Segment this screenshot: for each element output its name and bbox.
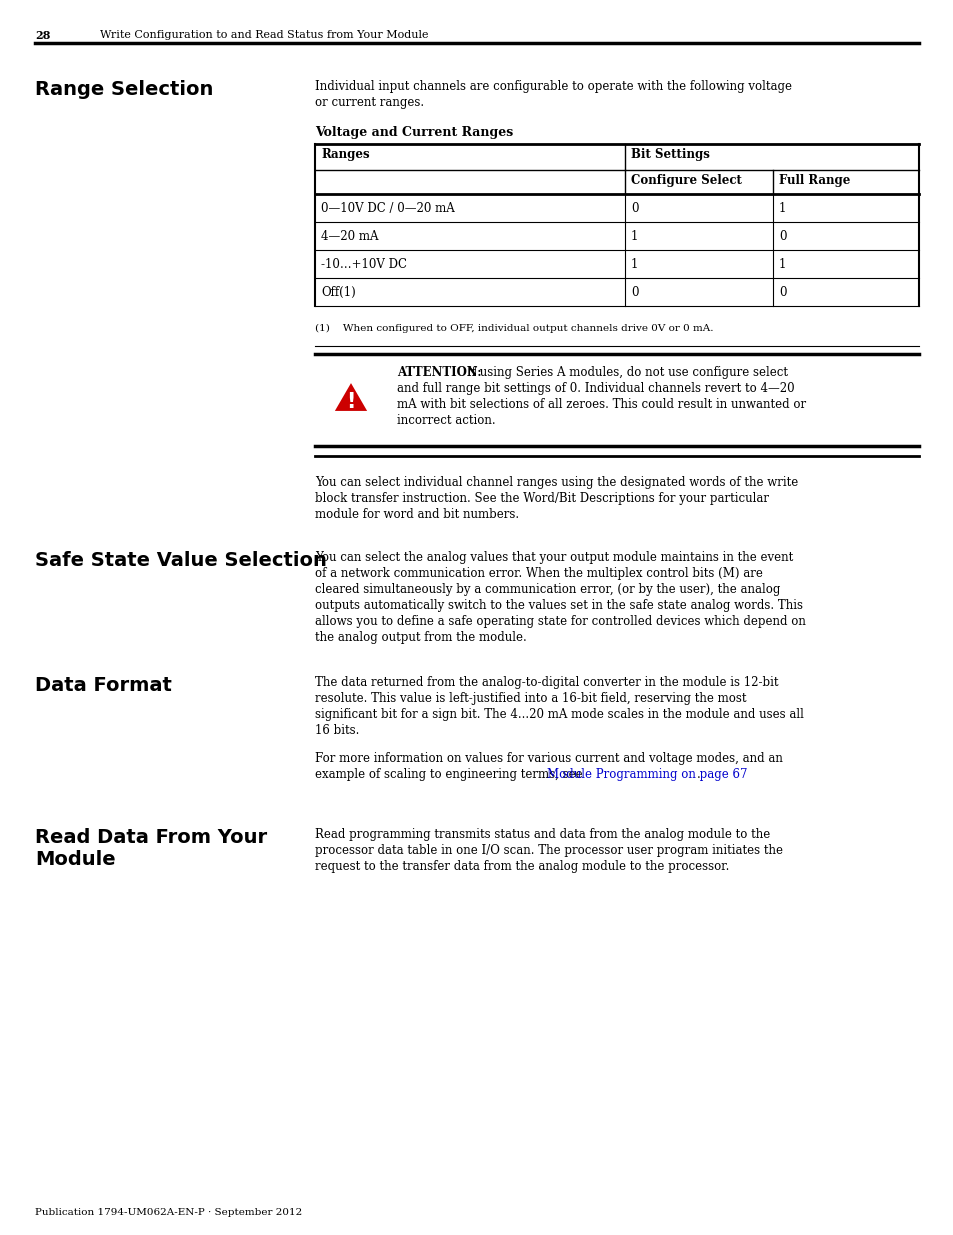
Text: the analog output from the module.: the analog output from the module. [314,631,526,643]
Text: and full range bit settings of 0. Individual channels revert to 4—20: and full range bit settings of 0. Indivi… [396,382,794,395]
Text: or current ranges.: or current ranges. [314,96,424,109]
Text: allows you to define a safe operating state for controlled devices which depend : allows you to define a safe operating st… [314,615,805,629]
Text: 4—20 mA: 4—20 mA [320,230,378,243]
Text: 0: 0 [630,287,638,299]
Text: Bit Settings: Bit Settings [630,148,709,161]
Text: ATTENTION:: ATTENTION: [396,366,481,379]
Text: 28: 28 [35,30,51,41]
Text: example of scaling to engineering terms, see: example of scaling to engineering terms,… [314,768,586,781]
Text: Write Configuration to and Read Status from Your Module: Write Configuration to and Read Status f… [100,30,428,40]
Text: For more information on values for various current and voltage modes, and an: For more information on values for vario… [314,752,782,764]
Text: 0: 0 [779,230,785,243]
Text: 0—10V DC / 0—20 mA: 0—10V DC / 0—20 mA [320,203,455,215]
Text: Module Programming on page 67: Module Programming on page 67 [546,768,747,781]
Text: (1)    When configured to OFF, individual output channels drive 0V or 0 mA.: (1) When configured to OFF, individual o… [314,324,713,333]
Text: module for word and bit numbers.: module for word and bit numbers. [314,508,518,521]
Text: Configure Select: Configure Select [630,174,741,186]
Text: Read Data From Your: Read Data From Your [35,827,267,847]
Text: significant bit for a sign bit. The 4...20 mA mode scales in the module and uses: significant bit for a sign bit. The 4...… [314,708,803,721]
Text: .: . [697,768,700,781]
Text: 0: 0 [630,203,638,215]
Text: outputs automatically switch to the values set in the safe state analog words. T: outputs automatically switch to the valu… [314,599,802,613]
Text: Full Range: Full Range [779,174,849,186]
Text: 0: 0 [779,287,785,299]
Text: Read programming transmits status and data from the analog module to the: Read programming transmits status and da… [314,827,769,841]
Text: Range Selection: Range Selection [35,80,213,99]
Text: You can select the analog values that your output module maintains in the event: You can select the analog values that yo… [314,551,792,564]
Text: Ranges: Ranges [320,148,369,161]
Text: Voltage and Current Ranges: Voltage and Current Ranges [314,126,513,140]
Text: request to the transfer data from the analog module to the processor.: request to the transfer data from the an… [314,860,729,873]
Polygon shape [335,383,367,411]
Text: 16 bits.: 16 bits. [314,724,359,737]
Text: 1: 1 [630,258,638,270]
Text: The data returned from the analog-to-digital converter in the module is 12-bit: The data returned from the analog-to-dig… [314,676,778,689]
Text: Data Format: Data Format [35,676,172,695]
Text: -10…+10V DC: -10…+10V DC [320,258,407,270]
Text: If using Series A modules, do not use configure select: If using Series A modules, do not use co… [467,366,787,379]
Text: Off(1): Off(1) [320,287,355,299]
Text: You can select individual channel ranges using the designated words of the write: You can select individual channel ranges… [314,475,798,489]
Text: resolute. This value is left-justified into a 16-bit field, reserving the most: resolute. This value is left-justified i… [314,692,745,705]
Text: !: ! [346,391,355,412]
Text: block transfer instruction. See the Word/Bit Descriptions for your particular: block transfer instruction. See the Word… [314,492,768,505]
Text: 1: 1 [630,230,638,243]
Text: 1: 1 [779,203,785,215]
Text: processor data table in one I/O scan. The processor user program initiates the: processor data table in one I/O scan. Th… [314,844,782,857]
Text: of a network communication error. When the multiplex control bits (M) are: of a network communication error. When t… [314,567,762,580]
Text: Module: Module [35,850,115,869]
Text: Safe State Value Selection: Safe State Value Selection [35,551,327,571]
Text: mA with bit selections of all zeroes. This could result in unwanted or: mA with bit selections of all zeroes. Th… [396,398,805,411]
Text: Individual input channels are configurable to operate with the following voltage: Individual input channels are configurab… [314,80,791,93]
Text: Publication 1794-UM062A-EN-P · September 2012: Publication 1794-UM062A-EN-P · September… [35,1208,302,1216]
Text: 1: 1 [779,258,785,270]
Text: incorrect action.: incorrect action. [396,414,496,427]
Text: cleared simultaneously by a communication error, (or by the user), the analog: cleared simultaneously by a communicatio… [314,583,780,597]
